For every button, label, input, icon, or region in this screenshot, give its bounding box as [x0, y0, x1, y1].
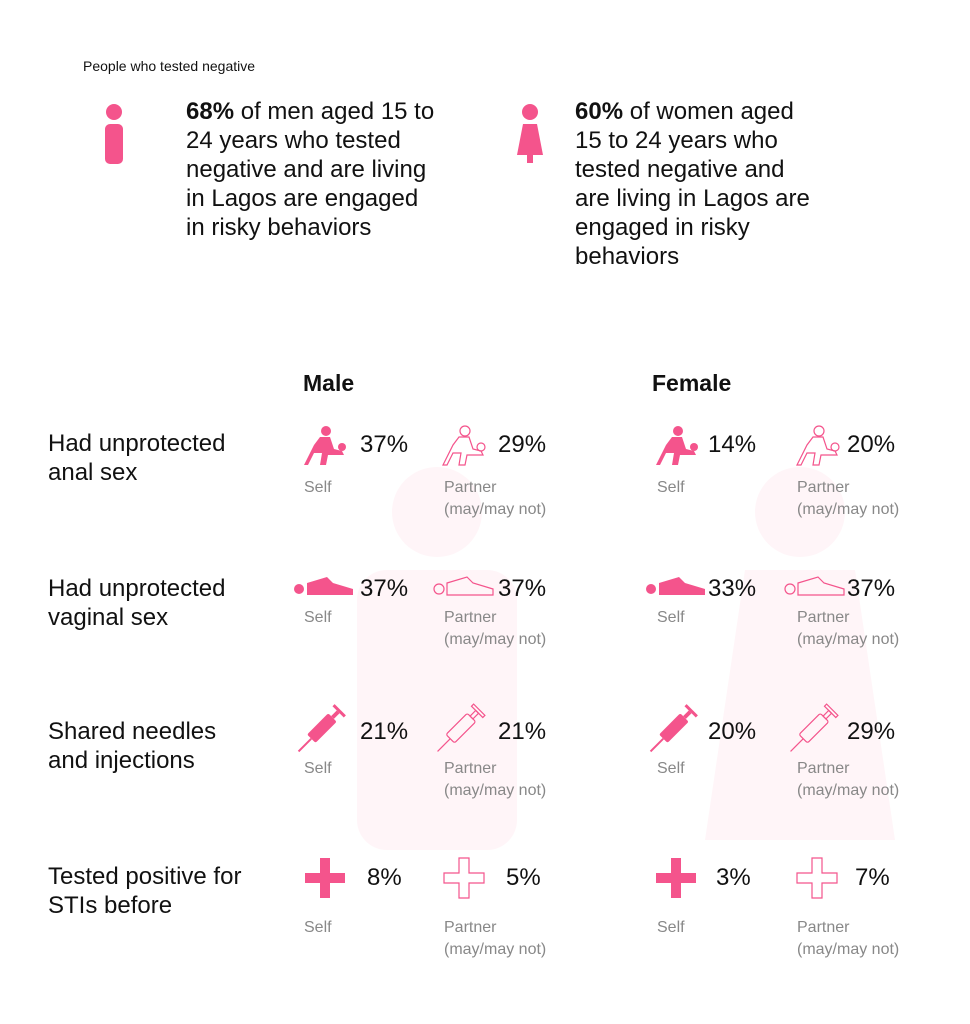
partner-label: Partner (may/may not) — [797, 919, 900, 958]
male-self-percent: 21% — [360, 718, 409, 745]
vaginal-sex-icon — [433, 576, 494, 596]
vaginal-sex-icon — [784, 576, 845, 596]
partner-label: Partner (may/may not) — [797, 479, 900, 518]
male-self-percent: 8% — [367, 864, 402, 891]
plus-icon — [656, 858, 696, 898]
female-silhouette-background — [705, 467, 895, 840]
plus-icon — [305, 858, 345, 898]
female-partner-percent: 29% — [847, 718, 896, 745]
row-label-needles: Shared needles and injections — [48, 718, 217, 774]
row-label-anal-sex: Had unprotected anal sex — [48, 430, 226, 486]
caption: People who tested negative — [83, 58, 256, 74]
self-label: Self — [657, 479, 685, 496]
vaginal-sex-icon — [646, 577, 705, 595]
male-icon — [105, 104, 123, 164]
self-label: Self — [304, 479, 332, 496]
male-partner-percent: 21% — [498, 718, 547, 745]
female-icon — [517, 104, 543, 163]
anal-sex-icon — [656, 426, 698, 465]
male-self-percent: 37% — [360, 431, 409, 458]
male-partner-percent: 37% — [498, 575, 547, 602]
syringe-icon — [649, 704, 698, 753]
partner-label: Partner (may/may not) — [797, 609, 900, 648]
male-stat: 68% of men aged 15 to 24 years who teste… — [186, 97, 436, 242]
female-partner-percent: 20% — [847, 431, 896, 458]
female-partner-percent: 7% — [855, 864, 890, 891]
row-label-vaginal-sex: Had unprotected vaginal sex — [48, 575, 226, 631]
self-label: Self — [657, 609, 685, 626]
female-header: Female — [652, 370, 732, 396]
row-label-sti: Tested positive for STIs before — [48, 863, 242, 919]
vaginal-sex-icon — [294, 577, 353, 595]
syringe-icon — [790, 703, 839, 752]
female-self-percent: 3% — [716, 864, 751, 891]
anal-sex-icon — [796, 425, 840, 466]
female-self-percent: 14% — [708, 431, 757, 458]
male-partner-percent: 5% — [506, 864, 541, 891]
anal-sex-icon — [304, 426, 346, 465]
self-label: Self — [657, 760, 685, 777]
female-stat-text: of women aged 15 to 24 years who tested … — [575, 98, 810, 270]
self-label: Self — [657, 919, 685, 936]
plus-icon — [796, 857, 838, 899]
partner-label: Partner (may/may not) — [444, 609, 547, 648]
self-label: Self — [304, 919, 332, 936]
female-self-percent: 20% — [708, 718, 757, 745]
self-label: Self — [304, 760, 332, 777]
partner-label: Partner (may/may not) — [444, 919, 547, 958]
partner-label: Partner (may/may not) — [444, 479, 547, 518]
male-self-percent: 37% — [360, 575, 409, 602]
plus-icon — [443, 857, 485, 899]
anal-sex-icon — [442, 425, 486, 466]
male-stat-text: of men aged 15 to 24 years who tested ne… — [186, 98, 435, 241]
syringe-icon — [437, 703, 486, 752]
male-silhouette-background — [357, 467, 517, 850]
male-partner-percent: 29% — [498, 431, 547, 458]
self-label: Self — [304, 609, 332, 626]
female-stat-value: 60% — [575, 98, 624, 125]
partner-label: Partner (may/may not) — [444, 760, 547, 799]
female-self-percent: 33% — [708, 575, 757, 602]
female-stat: 60% of women aged 15 to 24 years who tes… — [575, 97, 820, 271]
male-stat-value: 68% — [186, 98, 235, 125]
male-header: Male — [303, 370, 355, 396]
syringe-icon — [297, 704, 346, 753]
female-partner-percent: 37% — [847, 575, 896, 602]
partner-label: Partner (may/may not) — [797, 760, 900, 799]
